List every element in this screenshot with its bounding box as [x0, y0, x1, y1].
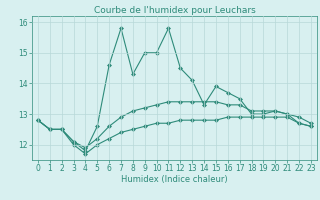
Title: Courbe de l'humidex pour Leuchars: Courbe de l'humidex pour Leuchars: [93, 6, 255, 15]
X-axis label: Humidex (Indice chaleur): Humidex (Indice chaleur): [121, 175, 228, 184]
